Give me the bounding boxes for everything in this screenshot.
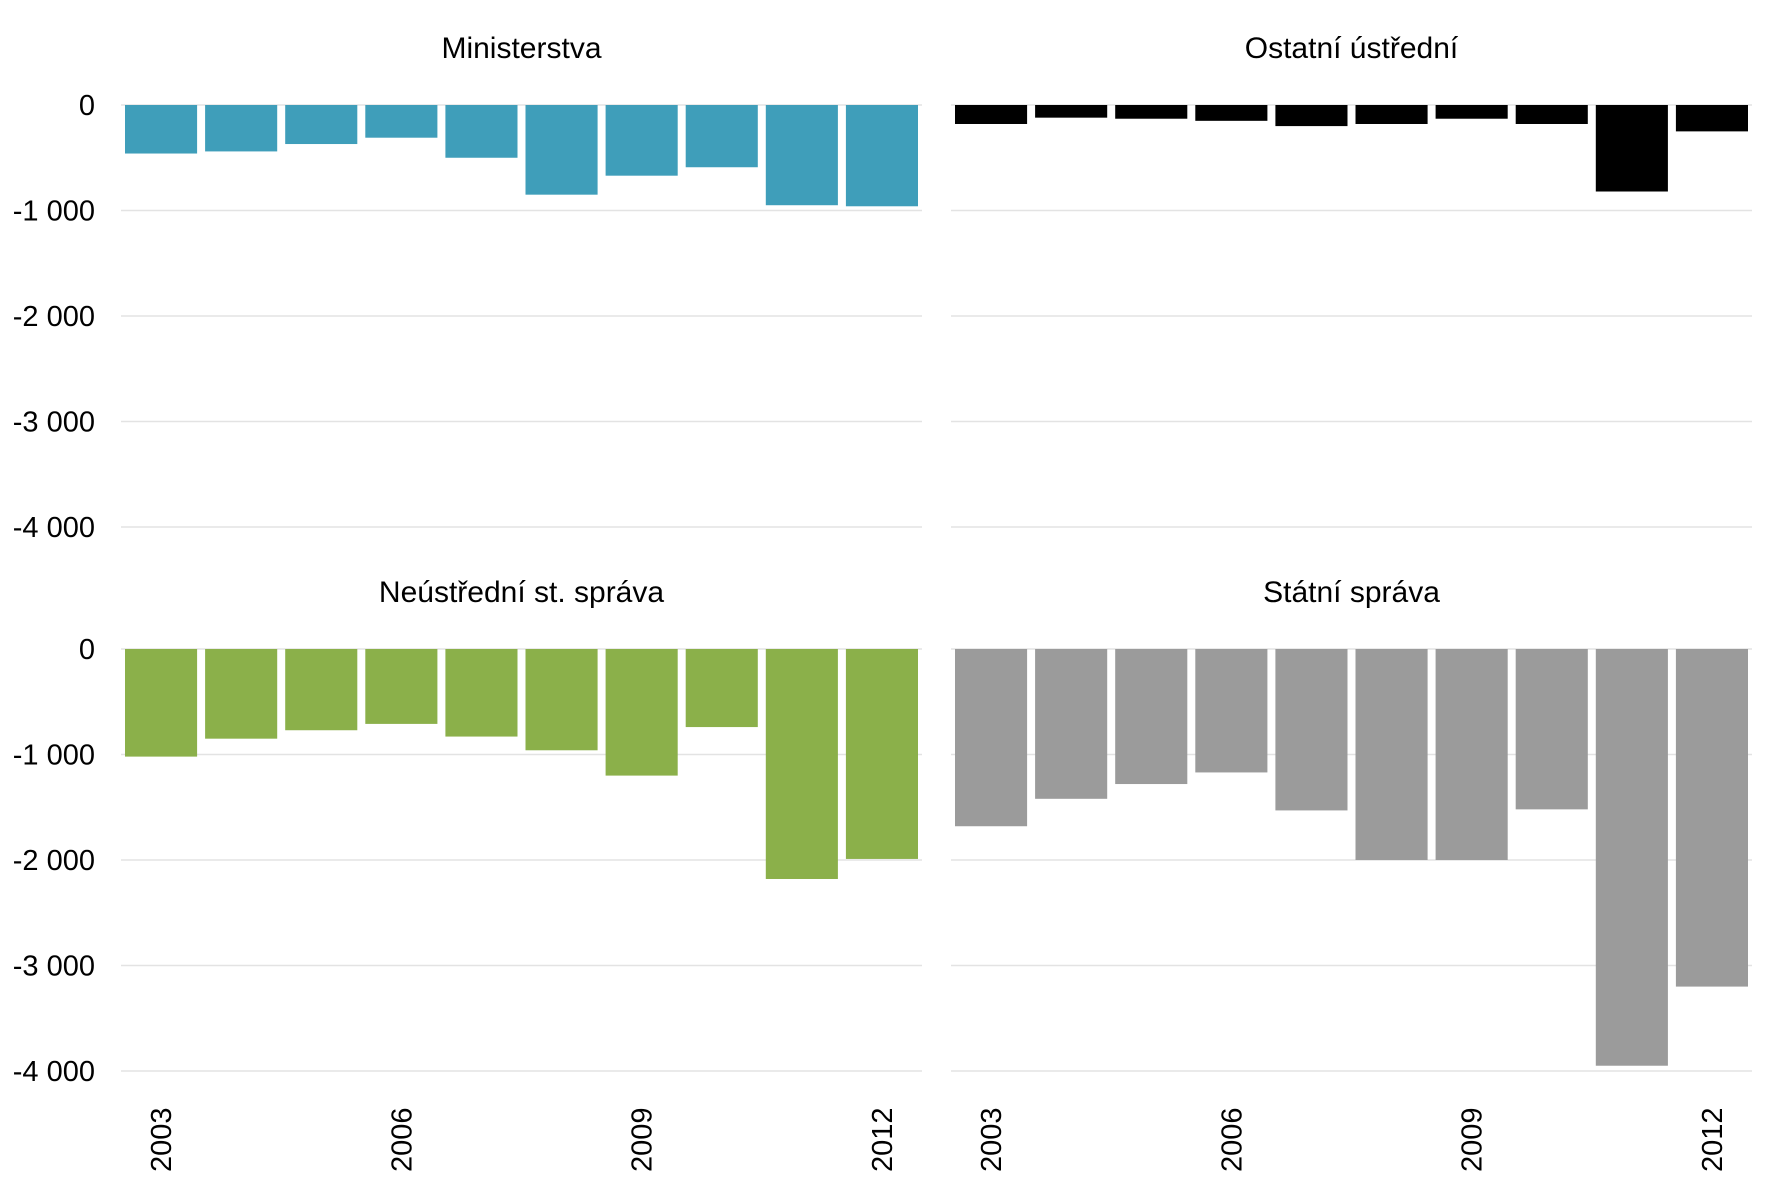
- panel-title: Ostatní ústřední: [1245, 32, 1459, 65]
- x-tick-label: 2012: [867, 1107, 899, 1172]
- bar-2007: [1275, 649, 1348, 811]
- bar-2003: [125, 649, 198, 757]
- y-tick-label: 0: [79, 90, 95, 122]
- bar-2006: [365, 105, 438, 138]
- bar-2008: [1355, 649, 1428, 860]
- bar-2007: [445, 105, 518, 158]
- bar-2010: [1515, 105, 1588, 124]
- y-tick-label: -1 000: [13, 196, 95, 228]
- bar-2006: [1195, 649, 1268, 773]
- bar-2010: [685, 649, 758, 728]
- y-tick-label: -1 000: [13, 740, 95, 772]
- bar-2003: [955, 105, 1028, 124]
- x-tick-label: 2012: [1697, 1107, 1729, 1172]
- y-tick-label: -2 000: [13, 845, 95, 877]
- x-tick-label: 2009: [1457, 1107, 1489, 1172]
- x-tick-label: 2003: [976, 1107, 1008, 1172]
- bar-2008: [1355, 105, 1428, 124]
- bar-2007: [1275, 105, 1348, 127]
- bar-2004: [205, 105, 278, 152]
- bar-2006: [1195, 105, 1268, 121]
- y-tick-label: 0: [79, 634, 95, 666]
- bar-2003: [955, 649, 1028, 827]
- bar-2012: [845, 105, 918, 207]
- bar-2006: [365, 649, 438, 724]
- y-tick-label: -3 000: [13, 951, 95, 983]
- bar-2005: [1115, 649, 1188, 785]
- y-tick-label: -4 000: [13, 1056, 95, 1088]
- bar-2005: [285, 649, 358, 731]
- panel-title: Státní správa: [1263, 576, 1440, 609]
- bar-2005: [285, 105, 358, 145]
- bar-2004: [205, 649, 278, 739]
- bar-2005: [1115, 105, 1188, 119]
- bar-2003: [125, 105, 198, 154]
- panel-4: Státní správa 2003 2006 2009 2012: [951, 576, 1752, 1172]
- bar-2012: [1675, 105, 1748, 132]
- bar-2008: [525, 649, 598, 751]
- bar-2011: [765, 105, 838, 206]
- bar-2004: [1035, 649, 1108, 799]
- bar-2010: [1515, 649, 1588, 810]
- x-tick-label: 2009: [627, 1107, 659, 1172]
- bar-2011: [1595, 649, 1668, 1066]
- bar-2011: [765, 649, 838, 879]
- bar-2008: [525, 105, 598, 195]
- bar-2012: [1675, 649, 1748, 987]
- x-tick-label: 2006: [1216, 1107, 1248, 1172]
- bar-2009: [605, 105, 678, 176]
- y-tick-label: -3 000: [13, 407, 95, 439]
- y-tick-label: -2 000: [13, 301, 95, 333]
- x-tick-label: 2006: [386, 1107, 418, 1172]
- bar-2004: [1035, 105, 1108, 118]
- bar-2012: [845, 649, 918, 859]
- panel-2: Ostatní ústřední: [951, 32, 1752, 528]
- panel-1: Ministerstva 0 -1 000 -2 000 -3 000 -4 000: [13, 32, 922, 544]
- bar-2009: [1435, 105, 1508, 119]
- bar-2009: [605, 649, 678, 776]
- bar-2009: [1435, 649, 1508, 860]
- bar-2007: [445, 649, 518, 737]
- bar-2011: [1595, 105, 1668, 192]
- panel-3: Neústřední st. správa 0 -1 000 -2 000 -3 000…: [13, 576, 922, 1172]
- x-tick-label: 2003: [146, 1107, 178, 1172]
- y-tick-label: -4 000: [13, 512, 95, 544]
- panel-title: Ministerstva: [441, 32, 601, 65]
- bar-2010: [685, 105, 758, 168]
- panel-title: Neústřední st. správa: [379, 576, 664, 609]
